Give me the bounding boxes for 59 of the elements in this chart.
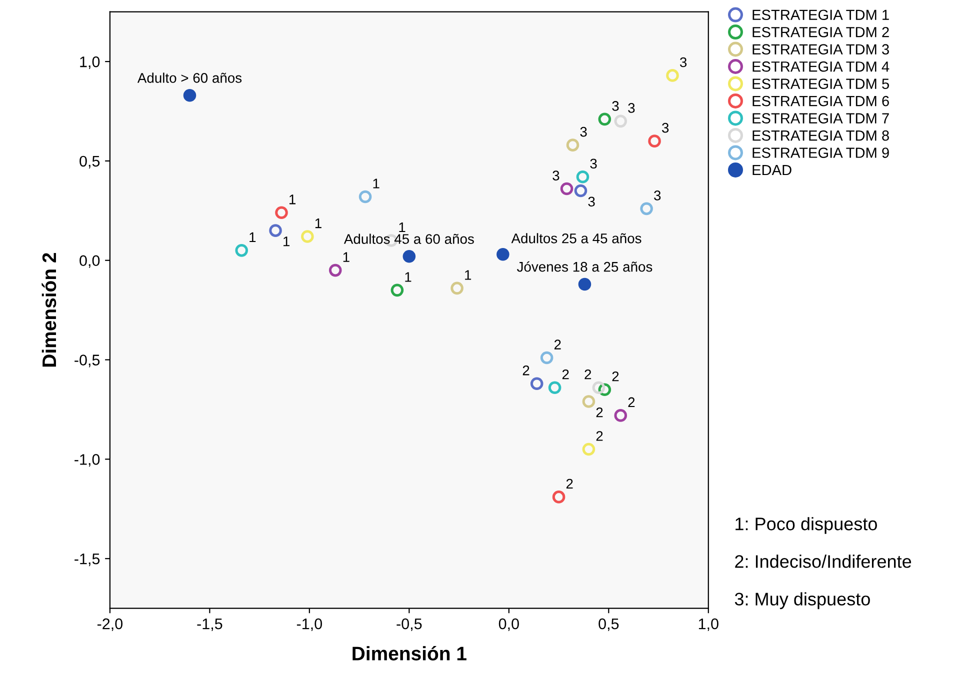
annotation: 2	[522, 365, 530, 376]
annotation: 1	[373, 178, 380, 188]
annotation: Adultos 45 a 60 años	[344, 234, 474, 244]
x-tick-label: 0,0	[498, 618, 519, 632]
text: 2: Indeciso/Indiferente	[735, 554, 912, 568]
y-tick-label: -1,5	[74, 554, 100, 566]
y-tick-label: 0,0	[80, 255, 100, 268]
annotation: 2	[596, 431, 603, 441]
x-tick-label: 1,0	[698, 618, 718, 632]
x-tick-label: 0,5	[598, 618, 619, 632]
annotation: 3	[680, 57, 687, 68]
y-tick-label: 1,0	[80, 56, 100, 70]
legend-label: EDAD	[752, 165, 792, 176]
annotation: 3	[552, 170, 560, 180]
annotation: Adultos 25 a 45 años	[511, 233, 642, 244]
y-tick-label: -0,5	[74, 354, 100, 368]
legend-label: ESTRATEGIA TDM 2	[752, 26, 889, 38]
annotation: 3	[580, 126, 587, 137]
x-tick-label: -2,0	[97, 618, 123, 632]
annotation: 3	[590, 158, 597, 169]
text: 1: Poco dispuesto	[736, 517, 877, 534]
legend-label: ESTRATEGIA TDM 5	[752, 78, 889, 89]
annotation: 1	[315, 218, 322, 228]
x-tick-label: -1,5	[197, 618, 222, 632]
x-axis-title: Dimensión 1	[352, 646, 466, 660]
annotation: 3	[654, 190, 661, 200]
annotation: 2	[566, 478, 573, 489]
y-tick-label: -1,0	[74, 454, 100, 467]
annotation: Jóvenes 18 a 25 años	[516, 261, 652, 272]
annotation: 1	[399, 222, 406, 232]
annotation: 3	[628, 103, 635, 113]
annotation: 1	[465, 270, 472, 280]
legend-label: ESTRATEGIA TDM 7	[752, 113, 889, 124]
y-tick-label: 0,5	[80, 156, 100, 168]
x-tick-label: -0,5	[396, 618, 422, 632]
annotation: 1	[405, 272, 412, 282]
legend-label: ESTRATEGIA TDM 8	[752, 130, 889, 141]
legend-label: ESTRATEGIA TDM 3	[752, 44, 889, 55]
annotation: 1	[290, 194, 296, 204]
legend-label: ESTRATEGIA TDM 4	[752, 61, 890, 72]
y-axis-title: Dimensión 2	[42, 253, 56, 367]
annotation: 1	[250, 232, 256, 242]
annotation: 3	[612, 101, 619, 111]
annotation: 2	[596, 407, 603, 418]
annotation: 2	[584, 369, 592, 380]
legend-label: ESTRATEGIA TDM 6	[752, 96, 889, 106]
annotation: 1	[343, 252, 350, 262]
annotation: 1	[284, 236, 290, 246]
annotation: Adulto > 60 años	[137, 72, 242, 83]
annotation: 2	[554, 340, 561, 350]
legend-label: ESTRATEGIA TDM 9	[752, 148, 889, 158]
annotation: 3	[588, 196, 595, 207]
annotation: 3	[662, 122, 669, 133]
annotation: 2	[562, 369, 569, 380]
x-tick-label: -1,0	[296, 618, 322, 632]
legend-label: ESTRATEGIA TDM 1	[752, 10, 889, 20]
annotation: 2	[612, 371, 619, 382]
annotation: 2	[628, 397, 635, 408]
text: 3: Muy dispuesto	[734, 592, 870, 610]
